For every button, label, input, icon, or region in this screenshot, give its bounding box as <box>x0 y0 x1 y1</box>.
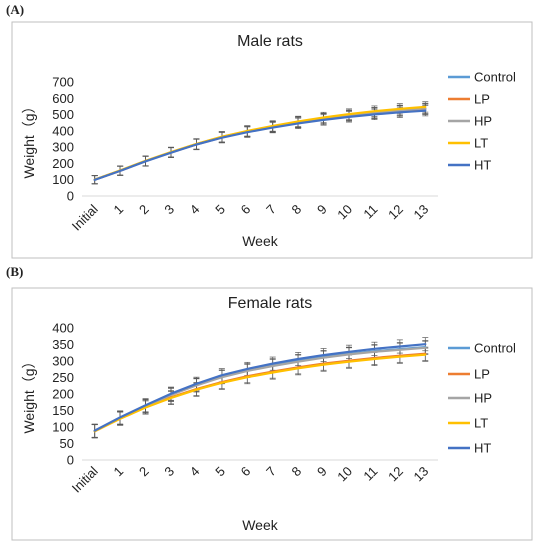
series-line-ht <box>93 109 427 181</box>
y-axis-title: Weight（g） <box>21 354 37 433</box>
y-tick-label: 200 <box>52 156 74 171</box>
x-axis-title: Week <box>242 233 279 249</box>
legend-label-lt: LT <box>474 136 488 151</box>
legend-label-control: Control <box>474 341 516 356</box>
y-tick-label: 200 <box>52 387 74 402</box>
y-tick-label: 150 <box>52 403 74 418</box>
y-tick-label: 400 <box>52 123 74 138</box>
legend-label-hp: HP <box>474 391 492 406</box>
y-tick-label: 600 <box>52 91 74 106</box>
chart-female-rats: Female rats050100150200250300350400Initi… <box>11 287 533 541</box>
y-tick-label: 0 <box>67 453 74 468</box>
y-tick-label: 400 <box>52 321 74 336</box>
y-tick-label: 700 <box>52 75 74 90</box>
chart-title-male-rats: Male rats <box>237 33 303 50</box>
y-tick-label: 250 <box>52 370 74 385</box>
chart-title-female-rats: Female rats <box>228 295 312 312</box>
series-line-lt <box>93 353 427 433</box>
y-tick-label: 100 <box>52 172 74 187</box>
legend-label-control: Control <box>474 70 516 85</box>
y-axis-title: Weight（g） <box>21 99 37 178</box>
y-tick-label: 50 <box>60 436 74 451</box>
legend-label-hp: HP <box>474 114 492 129</box>
y-tick-label: 0 <box>67 189 74 204</box>
y-tick-label: 100 <box>52 420 74 435</box>
y-tick-label: 300 <box>52 140 74 155</box>
legend-label-ht: HT <box>474 158 491 173</box>
legend-label-lp: LP <box>474 92 490 107</box>
panel-label-b: (B) <box>6 264 24 279</box>
legend-label-ht: HT <box>474 441 491 456</box>
chart-frame <box>11 21 533 259</box>
legend-label-lp: LP <box>474 367 490 382</box>
panel-label-a: (A) <box>6 2 25 17</box>
y-tick-label: 500 <box>52 107 74 122</box>
y-tick-label: 350 <box>52 337 74 352</box>
y-tick-label: 300 <box>52 354 74 369</box>
x-axis-title: Week <box>242 517 279 533</box>
series-line-ht <box>93 343 427 432</box>
chart-frame <box>11 287 533 541</box>
legend-label-lt: LT <box>474 416 488 431</box>
